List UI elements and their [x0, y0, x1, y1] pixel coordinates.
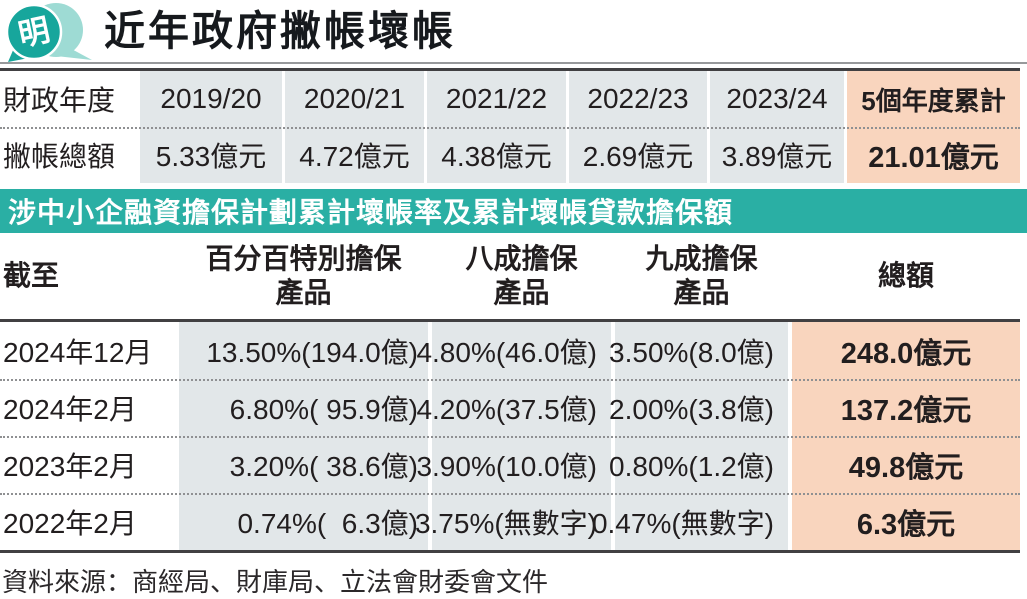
row-date: 2023年2月 [3, 450, 137, 482]
writeoff-value: 5.33億元 [140, 127, 282, 183]
row-label-fiscal-year: 財政年度 [3, 85, 116, 116]
value-100pc: 6.80%( 95.9億) [179, 379, 428, 436]
col-header-total: 總額 [877, 260, 934, 292]
total-column-header: 5個年度累計 [847, 71, 1020, 127]
row-total: 6.3億元 [792, 493, 1020, 550]
value-90pc: 0.47%(無數字) [592, 493, 788, 550]
writeoff-by-year-table: 財政年度 2019/20 2020/21 2021/22 2022/23 202… [0, 68, 1020, 183]
value-80pc: 4.20%(37.5億) [416, 379, 611, 436]
row-divider [0, 493, 1020, 495]
row-total: 248.0億元 [792, 322, 1020, 379]
row-date: 2024年2月 [3, 393, 137, 425]
year-header: 2023/24 [710, 71, 844, 127]
col-header-100pc-product: 百分百特別擔保 產品 [205, 243, 402, 308]
year-header: 2022/23 [569, 71, 707, 127]
writeoff-value: 4.72億元 [285, 127, 424, 183]
col-header-as-of: 截至 [3, 260, 60, 292]
value-90pc: 0.80%(1.2億) [609, 436, 788, 493]
guarantee-scheme-table: 截至 百分百特別擔保 產品 八成擔保 產品 九成擔保 產品 總額 2024年12… [0, 233, 1020, 553]
year-header: 2021/22 [427, 71, 566, 127]
value-90pc: 3.50%(8.0億) [609, 322, 788, 379]
writeoff-value: 3.89億元 [710, 127, 844, 183]
value-80pc: 3.75%(無數字) [415, 493, 611, 550]
guarantee-table-header: 截至 百分百特別擔保 產品 八成擔保 產品 九成擔保 產品 總額 [0, 233, 1020, 322]
row-divider [0, 379, 1020, 381]
source-note: 資料來源：商經局、財庫局、立法會財委會文件 [0, 553, 1027, 599]
logo-character: 明 [15, 12, 53, 53]
logo-swoosh-tail [56, 46, 92, 60]
row-total: 137.2億元 [792, 379, 1020, 436]
col-header-80pc-product: 八成擔保 產品 [465, 243, 578, 308]
row-divider [0, 127, 1020, 129]
writeoff-value: 4.38億元 [427, 127, 566, 183]
row-divider [0, 436, 1020, 438]
row-date: 2022年2月 [3, 507, 137, 539]
masthead: 明 近年政府撇帳壞帳 [0, 0, 1027, 64]
value-90pc: 2.00%(3.8億) [609, 379, 788, 436]
row-date: 2024年12月 [3, 336, 153, 368]
section-title: 涉中小企融資擔保計劃累計壞帳率及累計壞帳貸款擔保額 [8, 197, 734, 228]
row-label-writeoff-total: 撇帳總額 [3, 141, 116, 172]
value-80pc: 3.90%(10.0億) [416, 436, 611, 493]
section-header-bar: 涉中小企融資擔保計劃累計壞帳率及累計壞帳貸款擔保額 [0, 189, 1027, 233]
writeoff-grand-total: 21.01億元 [847, 127, 1020, 183]
col-header-90pc-product: 九成擔保 產品 [645, 243, 758, 308]
logo-bubble [6, 3, 63, 61]
value-100pc: 3.20%( 38.6億) [179, 436, 428, 493]
value-80pc: 4.80%(46.0億) [416, 322, 611, 379]
row-total: 49.8億元 [792, 436, 1020, 493]
value-100pc: 13.50%(194.0億) [179, 322, 428, 379]
page-title: 近年政府撇帳壞帳 [104, 7, 456, 54]
year-header: 2020/21 [285, 71, 424, 127]
writeoff-value: 2.69億元 [569, 127, 707, 183]
year-header: 2019/20 [140, 71, 282, 127]
guarantee-table-body: 2024年12月 13.50%(194.0億) 4.80%(46.0億) 3.5… [0, 322, 1020, 553]
mingpao-logo-icon: 明 [6, 3, 92, 62]
value-100pc: 0.74%( 6.3億) [179, 493, 428, 550]
source-text: 資料來源：商經局、財庫局、立法會財委會文件 [2, 567, 549, 597]
